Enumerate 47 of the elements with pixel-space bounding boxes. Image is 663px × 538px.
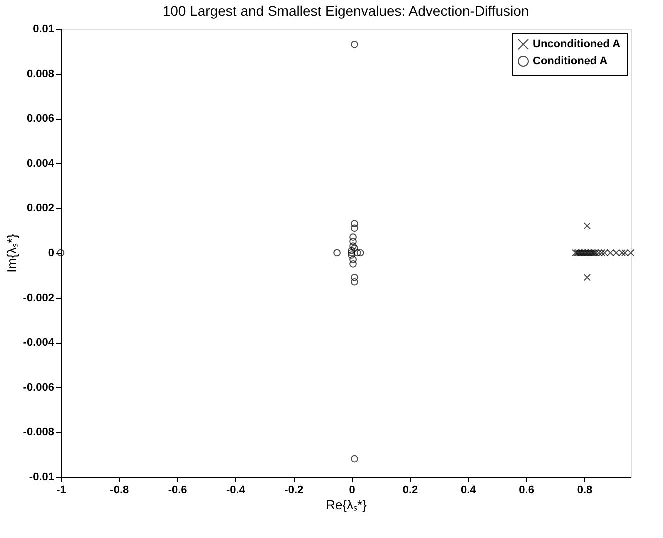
point [351, 455, 358, 463]
y-tick-label: -0.008 [23, 426, 54, 439]
point [348, 247, 356, 254]
x-tick-label: 0.2 [402, 484, 418, 496]
point [351, 278, 358, 286]
point [584, 222, 592, 230]
y-tick-label: 0 [48, 248, 54, 260]
point [351, 244, 358, 252]
point [354, 249, 362, 257]
point [351, 41, 358, 48]
y-axis-title: Im{λₛ*} [4, 234, 20, 273]
point [350, 238, 357, 246]
point [584, 274, 592, 282]
y-tick-label: 0.004 [26, 158, 56, 170]
point [350, 260, 357, 268]
y-tick-label: 0.008 [26, 68, 54, 80]
point [356, 249, 364, 257]
point [57, 249, 65, 257]
y-tick-label: -0.01 [29, 472, 54, 484]
x-tick-label: -0.8 [110, 484, 130, 496]
point [334, 249, 341, 257]
y-tick-label: -0.004 [23, 337, 56, 350]
point [350, 256, 357, 264]
point [351, 220, 358, 228]
point [351, 274, 358, 282]
x-axis-title: Re{λₛ*} [326, 498, 368, 512]
point [351, 224, 358, 232]
x-tick-label: -0.6 [168, 484, 188, 496]
point [350, 234, 357, 241]
x-tick-label: 0 [349, 484, 356, 496]
x-tick-label: -0.4 [226, 484, 246, 496]
chart-title: 100 Largest and Smallest Eigenvalues: Advection-Diffusion [162, 3, 530, 19]
x-tick-label: -1 [56, 484, 66, 496]
y-tick-label: -0.002 [23, 292, 54, 304]
legend-label: Conditioned A [533, 56, 608, 68]
y-tick-label: 0.006 [26, 113, 54, 126]
x-tick-label: 0.4 [460, 484, 478, 496]
x-tick-label: 0.6 [519, 484, 534, 496]
x-tick-label: 0.8 [577, 484, 593, 496]
point [350, 242, 357, 250]
point [348, 249, 356, 257]
x-tick-label: -0.2 [284, 484, 304, 496]
y-tick-label: -0.006 [23, 382, 54, 394]
point [348, 252, 356, 259]
legend-label: Unconditioned A [533, 38, 621, 50]
y-tick-label: 0.01 [33, 24, 54, 36]
y-tick-label: 0.002 [26, 202, 54, 215]
